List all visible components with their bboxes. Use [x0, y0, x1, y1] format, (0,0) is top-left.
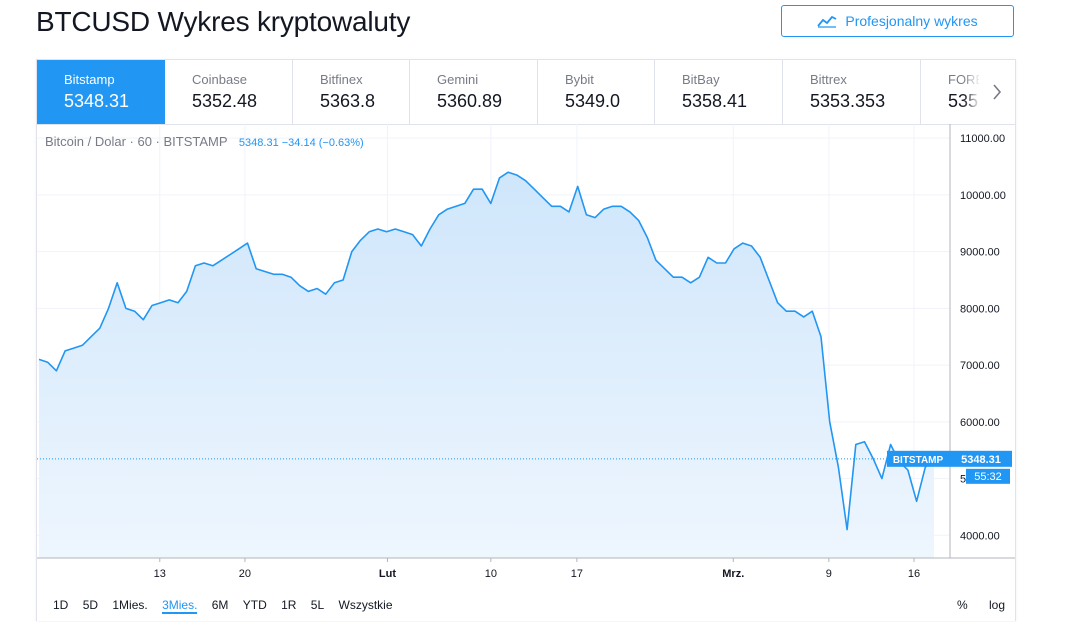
page-title: BTCUSD Wykres kryptowaluty: [36, 6, 411, 37]
exchange-price: 5360.89: [437, 91, 503, 111]
pro-chart-button-label: Profesjonalny wykres: [845, 13, 978, 29]
range-all[interactable]: Wszystkie: [338, 598, 393, 612]
exchange-name: Bybit: [565, 72, 594, 87]
exchange-name: Bitfinex: [320, 72, 363, 87]
x-tick-label: 9: [826, 568, 832, 580]
range-ytd[interactable]: YTD: [242, 598, 267, 612]
chart-icon: [817, 15, 837, 28]
time-range-selector: 1D 5D 1Mies. 3Mies. 6M YTD 1R 5L Wszystk…: [53, 598, 404, 614]
tab-gemini[interactable]: Gemini 5360.89: [410, 60, 538, 124]
range-1m[interactable]: 1Mies.: [112, 598, 148, 612]
tab-bitstamp[interactable]: Bitstamp 5348.31: [37, 60, 165, 124]
exchange-badge-label: BITSTAMP: [893, 455, 944, 466]
exchange-name: Coinbase: [192, 72, 247, 87]
y-tick-label: 7000.00: [960, 360, 1000, 372]
chart-legend: Bitcoin / Dolar · 60 · BITSTAMP 5348.31 …: [45, 134, 364, 149]
exchange-price: 5349.0: [565, 91, 621, 111]
countdown-badge: [966, 468, 1010, 484]
range-1y[interactable]: 1R: [281, 598, 297, 612]
chart-area[interactable]: 4000.005000.006000.007000.008000.009000.…: [37, 124, 1015, 622]
exchange-price: 5348.31: [64, 91, 130, 111]
exchange-price: 5363.8: [320, 91, 376, 111]
y-tick-label: 9000.00: [960, 247, 1000, 259]
x-tick-label: 13: [154, 568, 166, 580]
exchange-name: Gemini: [437, 72, 479, 87]
range-5d[interactable]: 5D: [82, 598, 99, 612]
exchange-name: Bittrex: [810, 72, 847, 87]
y-tick-label: 4000.00: [960, 530, 1000, 542]
tab-coinbase[interactable]: Coinbase 5352.48: [165, 60, 293, 124]
x-tick-label: 17: [571, 568, 583, 580]
range-1d[interactable]: 1D: [53, 598, 69, 612]
y-tick-label: 10000.00: [960, 190, 1006, 202]
x-tick-label: Lut: [379, 568, 396, 580]
range-6m[interactable]: 6M: [211, 598, 229, 612]
x-tick-label: Mrz.: [722, 568, 744, 580]
scale-options: % log: [939, 598, 1005, 612]
tab-bitfinex[interactable]: Bitfinex 5363.8: [293, 60, 410, 124]
legend-symbol: Bitcoin / Dolar · 60 · BITSTAMP: [45, 134, 228, 149]
exchange-price: 5352.48: [192, 91, 258, 111]
exchange-name: Bitstamp: [64, 72, 115, 87]
tabs-next-button[interactable]: [979, 60, 1015, 124]
price-chart[interactable]: 4000.005000.006000.007000.008000.009000.…: [37, 124, 1015, 622]
tab-bitbay[interactable]: BitBay 5358.41: [655, 60, 783, 124]
range-3m[interactable]: 3Mies.: [162, 598, 198, 614]
y-tick-label: 8000.00: [960, 303, 1000, 315]
tab-bybit[interactable]: Bybit 5349.0: [538, 60, 655, 124]
exchange-price: 5353.353: [810, 91, 886, 111]
log-scale-toggle[interactable]: log: [988, 598, 1005, 612]
price-badge-value: 5348.31: [961, 454, 1001, 466]
pro-chart-button[interactable]: Profesjonalny wykres: [781, 5, 1014, 37]
exchange-tabs: Bitstamp 5348.31 Coinbase 5352.48 Bitfin…: [37, 60, 1015, 125]
percent-scale-toggle[interactable]: %: [956, 598, 968, 612]
exchange-name: BitBay: [682, 72, 720, 87]
exchange-badge: [887, 450, 950, 467]
price-area: [39, 172, 934, 558]
countdown-badge-value: 55:32: [974, 471, 1002, 483]
chart-card: Bitstamp 5348.31 Coinbase 5352.48 Bitfin…: [36, 59, 1016, 621]
x-tick-label: 16: [908, 568, 920, 580]
legend-quote: 5348.31 −34.14 (−0.63%): [238, 137, 364, 149]
exchange-price: 5358.41: [682, 91, 748, 111]
x-tick-label: 20: [239, 568, 251, 580]
price-badge: [950, 450, 1012, 467]
y-tick-label: 6000.00: [960, 417, 1000, 429]
x-tick-label: 10: [485, 568, 497, 580]
chevron-right-icon: [993, 84, 1002, 100]
range-5y[interactable]: 5L: [310, 598, 325, 612]
price-line: [38, 171, 935, 531]
y-tick-label: 11000.00: [960, 133, 1005, 145]
tab-bittrex[interactable]: Bittrex 5353.353: [783, 60, 921, 124]
